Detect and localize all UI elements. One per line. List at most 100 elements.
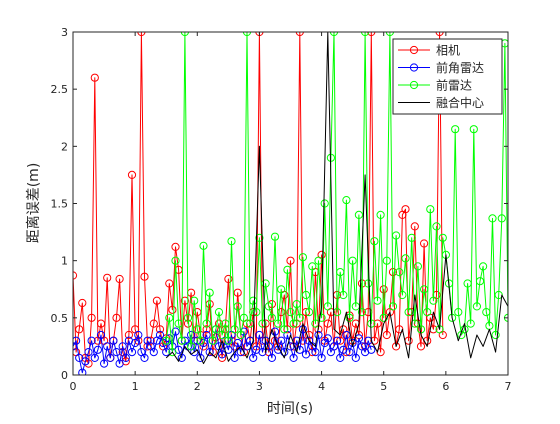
legend-label: 融合中心 <box>436 95 484 110</box>
legend-label: 前角雷达 <box>436 60 484 75</box>
data-point <box>351 353 360 362</box>
data-point <box>115 359 124 368</box>
data-point <box>382 330 391 340</box>
data-point <box>261 279 270 288</box>
data-point <box>103 273 112 282</box>
legend-marker <box>409 80 419 90</box>
data-point <box>205 288 214 297</box>
data-point <box>323 302 332 311</box>
data-point <box>127 348 137 357</box>
data-point <box>87 313 96 322</box>
data-point <box>295 313 304 322</box>
data-point <box>258 319 267 328</box>
data-point <box>267 313 276 322</box>
data-point <box>140 353 149 362</box>
data-point <box>429 296 438 305</box>
data-point <box>177 336 186 345</box>
data-point <box>180 296 189 305</box>
data-point <box>187 342 196 351</box>
data-point <box>385 32 394 37</box>
data-point <box>339 290 348 300</box>
data-point <box>96 330 106 340</box>
data-point <box>75 325 84 334</box>
data-point <box>314 256 323 265</box>
x-axis: 0 1 2 3 4 5 6 7 <box>70 32 512 393</box>
data-point <box>317 353 326 362</box>
data-point <box>134 330 143 340</box>
data-point <box>395 268 404 277</box>
data-point <box>267 353 276 362</box>
data-point <box>196 353 205 362</box>
data-point <box>140 272 149 281</box>
data-point <box>149 348 158 357</box>
y-axis: 0 0.5 1 1.5 2 2.5 3 <box>51 26 508 382</box>
data-point <box>305 308 314 317</box>
data-point <box>121 353 130 362</box>
data-point <box>373 296 382 305</box>
data-point <box>301 350 311 359</box>
data-point <box>373 319 382 328</box>
data-point <box>286 256 295 265</box>
data-point <box>292 300 301 309</box>
data-point <box>100 359 109 368</box>
data-point <box>295 32 304 37</box>
x-tick-label: 2 <box>194 380 201 393</box>
data-point <box>162 336 171 345</box>
data-point <box>354 210 363 219</box>
data-point <box>336 353 345 362</box>
data-point <box>361 32 370 37</box>
data-point <box>103 342 112 351</box>
data-point <box>454 308 463 317</box>
data-point <box>171 327 180 336</box>
data-point <box>277 285 286 294</box>
legend-marker <box>409 45 419 55</box>
data-point <box>131 338 140 348</box>
x-tick-label: 1 <box>132 380 139 393</box>
data-point <box>488 214 497 223</box>
data-point <box>78 368 87 375</box>
y-tick-label: 1.5 <box>51 198 69 211</box>
data-point <box>479 262 488 271</box>
data-point <box>214 308 224 317</box>
data-point <box>367 32 376 37</box>
data-point <box>183 313 193 322</box>
data-point <box>379 285 388 294</box>
data-point <box>233 302 242 311</box>
data-point <box>112 348 121 357</box>
legend-marker <box>409 63 419 72</box>
data-point <box>407 233 416 242</box>
data-point <box>451 125 460 134</box>
y-tick-label: 2 <box>61 140 68 153</box>
data-point <box>426 205 435 214</box>
y-tick-label: 0.5 <box>51 312 69 325</box>
data-point <box>329 32 339 37</box>
data-point <box>174 319 183 328</box>
data-point <box>438 233 447 242</box>
data-point <box>333 336 342 345</box>
data-point <box>289 319 298 328</box>
data-point <box>90 353 99 362</box>
x-tick-label: 0 <box>70 380 77 393</box>
data-point <box>286 308 295 317</box>
x-tick-label: 6 <box>442 380 449 393</box>
data-point <box>93 345 103 354</box>
data-point <box>435 32 444 37</box>
x-tick-label: 5 <box>380 380 387 393</box>
data-point <box>81 357 90 366</box>
data-point <box>127 170 137 179</box>
y-tick-label: 0 <box>61 369 68 382</box>
y-axis-label: 距离误差(m) <box>25 163 42 244</box>
data-point <box>420 285 429 294</box>
data-point <box>193 325 202 334</box>
data-point <box>115 274 124 284</box>
x-tick-label: 7 <box>505 380 512 393</box>
data-point <box>277 336 286 345</box>
data-point <box>221 319 230 328</box>
data-point <box>73 336 81 345</box>
data-point <box>165 279 174 288</box>
data-point <box>152 296 161 305</box>
data-point <box>118 342 127 351</box>
data-point <box>218 330 227 340</box>
